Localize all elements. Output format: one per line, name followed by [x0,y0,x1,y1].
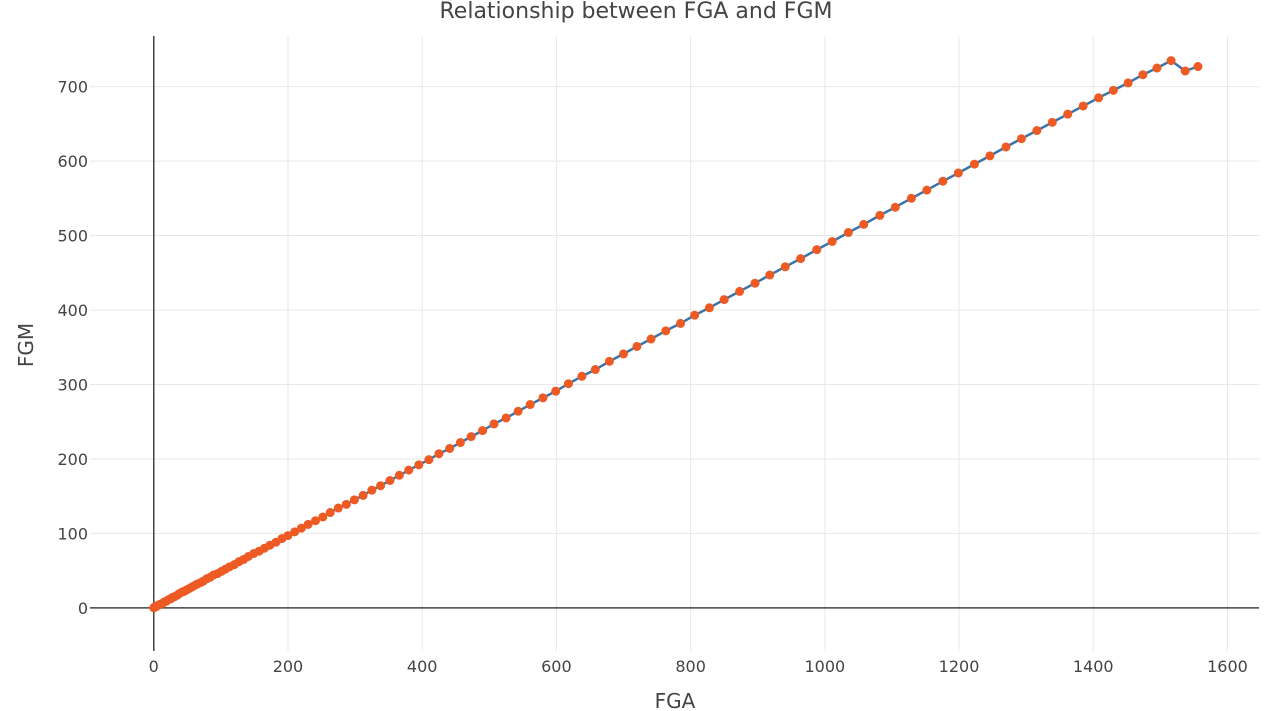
data-point [590,365,600,375]
data-point [349,495,359,505]
y-tick-label: 500 [57,227,88,246]
data-point [922,185,932,195]
data-point [501,413,511,423]
data-point [1123,78,1133,88]
data-point [1193,62,1203,72]
data-point [735,286,745,296]
data-point [376,481,386,491]
y-tick-label: 300 [57,375,88,394]
data-point [551,386,561,396]
data-point [1180,66,1190,76]
data-point [890,202,900,212]
x-tick-label: 200 [273,657,304,676]
data-point [283,531,293,541]
data-point [577,371,587,381]
data-point [414,460,424,470]
data-point [445,443,455,453]
data-point [843,228,853,238]
data-point [318,512,328,522]
data-point [875,210,885,220]
x-tick-label: 400 [407,657,438,676]
data-point [489,419,499,429]
data-point [953,168,963,178]
x-tick-label: 1600 [1207,657,1248,676]
data-point [1078,101,1088,111]
y-tick-label: 400 [57,301,88,320]
data-point [1063,109,1073,119]
data-point [358,490,368,500]
data-point [394,470,404,480]
marker-layer [149,56,1203,613]
data-point [466,432,476,442]
data-point [367,485,377,495]
data-point [765,270,775,280]
data-point [1001,142,1011,152]
data-point [719,295,729,305]
data-point [385,475,395,485]
data-point [985,151,995,161]
y-tick-label: 600 [57,152,88,171]
data-point [404,465,414,475]
data-point [969,159,979,169]
data-point [455,438,465,448]
data-point [1166,56,1176,66]
data-point [780,262,790,272]
data-point [434,449,444,459]
y-tick-label: 700 [57,78,88,97]
data-point [646,334,656,344]
data-point [618,349,628,359]
x-tick-label: 1200 [939,657,980,676]
data-point [303,519,313,529]
data-point [812,245,822,255]
data-point [525,400,535,410]
data-point [478,426,488,436]
data-point [333,503,343,513]
data-point [341,499,351,509]
axis-layer [90,36,1259,651]
data-point [632,341,642,351]
data-point [513,406,523,416]
x-tick-label: 600 [541,657,572,676]
data-point [310,516,320,526]
data-point [563,379,573,389]
x-axis-label: FGA [655,689,696,711]
data-point [604,356,614,366]
y-tick-label: 200 [57,450,88,469]
data-point [325,508,335,518]
y-tick-label: 100 [57,524,88,543]
x-tick-label: 0 [149,657,159,676]
chart-title: Relationship between FGA and FGM [440,0,833,24]
y-tick-label: 0 [78,599,88,618]
tick-layer: 0 200 400 600 800 1000 1200 1400 1600 0 100 200 300 4… [57,78,1247,676]
data-point [1032,126,1042,136]
data-point [690,310,700,320]
data-point [1138,70,1148,80]
data-point [676,318,686,328]
data-point [704,303,714,313]
data-point [538,393,548,403]
x-tick-label: 1400 [1073,657,1114,676]
data-point [661,326,671,336]
x-tick-label: 800 [675,657,706,676]
data-point [859,219,869,229]
data-point [796,254,806,264]
data-point [290,527,300,537]
data-point [938,176,948,186]
y-axis-label: FGM [14,323,38,367]
data-point [1108,85,1118,95]
data-point [1047,117,1057,127]
x-tick-label: 1000 [804,657,845,676]
data-point [906,193,916,203]
data-point [1016,134,1026,144]
grid-layer [90,36,1259,651]
data-point [1152,63,1162,73]
data-point [296,523,306,533]
data-point [424,455,434,465]
data-point [1094,93,1104,103]
data-point [750,278,760,288]
data-point [827,236,837,246]
